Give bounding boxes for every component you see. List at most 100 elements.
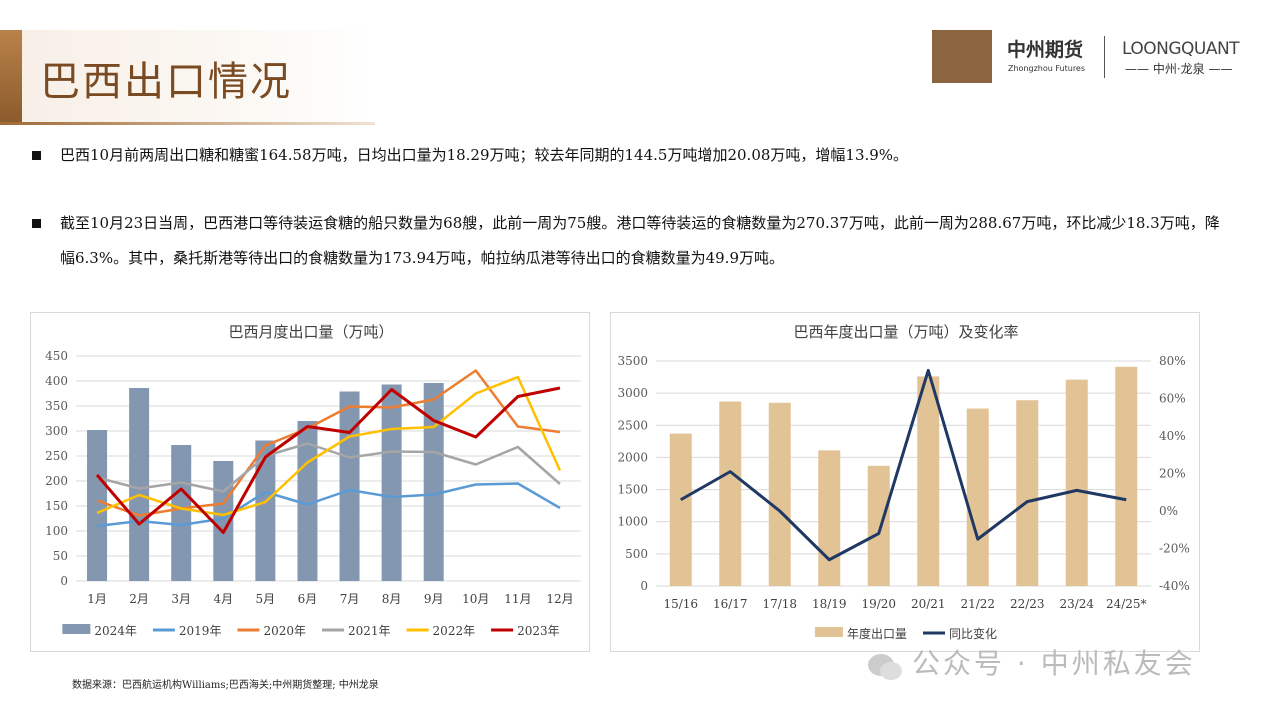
brand-loongquant-sub: —— 中州·龙泉 —— <box>1125 62 1233 76</box>
bar-年度出口量 <box>917 376 940 586</box>
y-tick-label: 1500 <box>617 483 648 497</box>
legend-label: 2020年 <box>263 624 306 638</box>
bar-2024年 <box>171 445 192 581</box>
y-tick-label: 50 <box>53 549 68 563</box>
chart-title: 巴西年度出口量（万吨）及变化率 <box>793 323 1018 341</box>
line-2022年 <box>96 375 562 517</box>
y-tick-label: 3500 <box>617 354 648 368</box>
chart-title: 巴西月度出口量（万吨） <box>228 323 393 341</box>
legend-label: 2024年 <box>94 624 137 638</box>
bar-年度出口量 <box>966 408 989 586</box>
annual-chart-box: 巴西年度出口量（万吨）及变化率 0 500 1000 1500 2000 2500 3000 3… <box>610 312 1200 652</box>
x-tick-label: 19/20 <box>861 597 896 611</box>
y-tick-label: 0 <box>640 579 648 593</box>
y-tick-label: 1000 <box>617 515 648 529</box>
bar-年度出口量 <box>1115 366 1138 586</box>
bar-年度出口量 <box>1065 379 1088 586</box>
page-title: 巴西出口情况 <box>40 59 292 105</box>
x-tick-label: 21/22 <box>960 597 995 611</box>
y2-tick-label: -40% <box>1159 579 1190 593</box>
wechat-icon <box>868 654 902 680</box>
bar-年度出口量 <box>867 465 890 586</box>
y-tick-label: 2000 <box>617 450 648 464</box>
y-tick-label: 250 <box>45 449 68 463</box>
x-tick-label: 8月 <box>382 592 402 606</box>
title-underline <box>0 122 375 125</box>
watermark: 公众号 · 中州私友会 <box>912 647 1196 680</box>
x-tick-label: 16/17 <box>713 597 748 611</box>
x-tick-label: 11月 <box>504 592 531 606</box>
x-tick-label: 23/24 <box>1059 597 1094 611</box>
y-tick-label: 500 <box>625 547 648 561</box>
bar-年度出口量 <box>768 402 791 586</box>
x-tick-label: 10月 <box>462 592 489 606</box>
y-tick-label: 100 <box>45 524 68 538</box>
y2-tick-label: 40% <box>1159 429 1186 443</box>
legend: 年度出口量 同比变化 <box>814 626 997 641</box>
x-tick-label: 2月 <box>129 592 149 606</box>
bar-2024年 <box>129 388 150 581</box>
bar-年度出口量 <box>818 450 841 586</box>
y2-tick-label: -20% <box>1159 542 1190 556</box>
x-tick-label: 4月 <box>213 592 233 606</box>
bar-2024年 <box>339 391 360 581</box>
x-tick-label: 7月 <box>340 592 360 606</box>
legend-label: 年度出口量 <box>847 626 907 641</box>
legend-label: 2021年 <box>348 624 391 638</box>
bar-年度出口量 <box>669 433 692 586</box>
x-tick-label: 1月 <box>87 592 107 606</box>
x-tick-label: 9月 <box>424 592 444 606</box>
bar-2024年 <box>381 384 402 581</box>
y-tick-label: 350 <box>45 399 68 413</box>
monthly-export-chart: 巴西月度出口量（万吨） 0 50 100 150 200 250 300 350 400 450 1月… <box>45 323 581 638</box>
x-tick-label: 6月 <box>298 592 318 606</box>
x-tick-label: 20/21 <box>911 597 946 611</box>
annual-export-chart: 巴西年度出口量（万吨）及变化率 0 500 1000 1500 2000 2500 3000 3… <box>617 323 1190 641</box>
x-tick-label: 12月 <box>546 592 573 606</box>
logo-en: Zhongzhou Futures <box>1008 64 1086 73</box>
y-tick-label: 200 <box>45 474 68 488</box>
bullet-text: 巴西10月前两周出口糖和糖蜜164.58万吨，日均出口量为18.29万吨；较去年… <box>60 146 909 164</box>
brand-loongquant: LOONGQUANT <box>1122 39 1240 59</box>
y-tick-label: 3000 <box>617 386 648 400</box>
x-tick-label: 17/18 <box>762 597 797 611</box>
bullet-text: 截至10月23日当周，巴西港口等待装运食糖的船只数量为68艘，此前一周为75艘。… <box>60 214 1220 267</box>
title-accent <box>0 30 22 125</box>
logo-cn: 中州期货 <box>1007 39 1084 61</box>
legend-label: 2023年 <box>517 624 560 638</box>
y-tick-label: 0 <box>60 574 68 588</box>
bar-2024年 <box>255 440 276 581</box>
legend: 2024年 2019年 2020年 2021年 2022年 2023年 <box>62 624 560 638</box>
legend-swatch <box>62 624 91 634</box>
bar-2024年 <box>297 421 318 581</box>
title-bar <box>0 30 375 125</box>
line-同比变化 <box>680 368 1127 562</box>
x-tick-label: 15/16 <box>663 597 698 611</box>
logo-divider <box>1104 36 1105 78</box>
x-tick-label: 24/25* <box>1106 597 1147 611</box>
y-tick-label: 450 <box>45 349 68 363</box>
bar-2024年 <box>423 383 444 581</box>
data-source: 数据来源：巴西航运机构Williams;巴西海关;中州期货整理; 中州龙泉 <box>72 680 379 691</box>
y-tick-label: 400 <box>45 374 68 388</box>
y2-tick-label: 0% <box>1159 504 1178 518</box>
line-2019年 <box>96 482 561 528</box>
bar-年度出口量 <box>719 401 742 586</box>
x-tick-label: 18/19 <box>812 597 847 611</box>
x-tick-label: 22/23 <box>1010 597 1045 611</box>
bar-年度出口量 <box>1016 400 1039 586</box>
x-tick-label: 3月 <box>171 592 191 606</box>
bullet-marker <box>32 151 41 160</box>
monthly-chart-box: 巴西月度出口量（万吨） 0 50 100 150 200 250 300 350 400 450 1月… <box>30 312 590 652</box>
x-tick-label: 5月 <box>256 592 276 606</box>
y2-tick-label: 80% <box>1159 354 1186 368</box>
legend-swatch <box>814 627 843 637</box>
legend-label: 2022年 <box>433 624 476 638</box>
bar-2024年 <box>87 430 108 581</box>
y-tick-label: 300 <box>45 424 68 438</box>
y2-tick-label: 60% <box>1159 392 1186 406</box>
bullet-marker <box>32 219 41 228</box>
y-tick-label: 150 <box>45 499 68 513</box>
y-tick-label: 2500 <box>617 418 648 432</box>
legend-label: 2019年 <box>179 624 222 638</box>
